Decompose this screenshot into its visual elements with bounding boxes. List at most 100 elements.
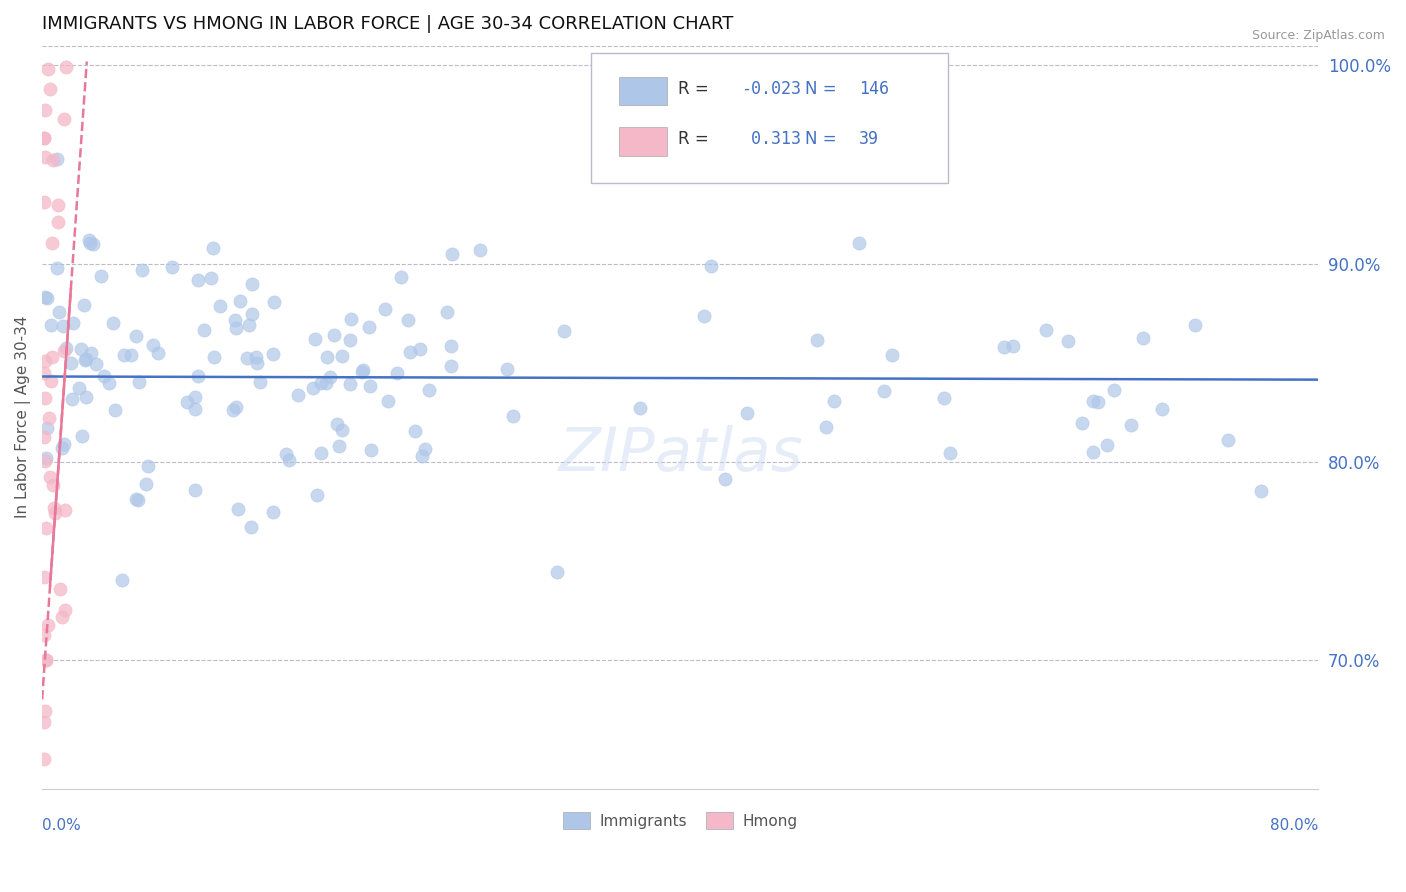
Point xyxy=(735,406,758,420)
Point xyxy=(46,198,69,212)
Point xyxy=(38,82,60,96)
Point xyxy=(184,390,207,404)
Point xyxy=(51,610,73,624)
Point xyxy=(32,752,55,766)
FancyBboxPatch shape xyxy=(619,128,668,155)
Point xyxy=(120,348,142,362)
Text: 39: 39 xyxy=(859,130,879,148)
Point xyxy=(37,618,59,632)
Point xyxy=(242,277,264,292)
Point xyxy=(304,332,326,346)
Text: R =: R = xyxy=(678,79,709,98)
Point xyxy=(377,394,399,409)
Point xyxy=(187,273,209,287)
Point xyxy=(440,247,463,261)
Point xyxy=(72,429,94,443)
Point xyxy=(32,131,55,145)
Point xyxy=(148,346,170,360)
Point xyxy=(700,260,723,274)
Point xyxy=(330,349,353,363)
Point xyxy=(37,62,59,77)
Point xyxy=(79,235,101,250)
Point xyxy=(200,271,222,285)
Point xyxy=(184,401,207,416)
Point xyxy=(714,472,737,486)
Point xyxy=(360,442,382,457)
Point xyxy=(374,301,396,316)
Point xyxy=(287,388,309,402)
Point xyxy=(97,376,120,390)
Point xyxy=(240,307,263,321)
Point xyxy=(418,383,440,397)
Point xyxy=(34,150,56,164)
Y-axis label: In Labor Force | Age 30-34: In Labor Force | Age 30-34 xyxy=(15,316,31,518)
Point xyxy=(34,704,56,718)
Point xyxy=(339,376,361,391)
Point xyxy=(41,478,63,492)
Point xyxy=(408,342,430,356)
Point xyxy=(34,290,56,304)
Point xyxy=(34,715,56,730)
Point xyxy=(301,381,323,395)
Point xyxy=(86,357,108,371)
Point xyxy=(350,364,373,378)
Point xyxy=(104,402,127,417)
Legend: Immigrants, Hmong: Immigrants, Hmong xyxy=(555,805,806,837)
Text: 0.0%: 0.0% xyxy=(42,818,82,833)
Point xyxy=(34,353,56,368)
Point xyxy=(1071,416,1094,430)
Point xyxy=(938,446,960,460)
Point xyxy=(399,345,422,359)
Point xyxy=(202,351,225,365)
Point xyxy=(38,470,60,484)
Point xyxy=(131,263,153,277)
Text: N =: N = xyxy=(806,79,837,98)
Point xyxy=(326,417,349,431)
Point xyxy=(277,453,299,467)
Point xyxy=(55,342,77,356)
Point xyxy=(228,293,250,308)
Point xyxy=(79,234,101,248)
Point xyxy=(387,366,409,380)
Point xyxy=(142,338,165,352)
Point xyxy=(339,333,361,347)
Point xyxy=(52,437,75,451)
Point xyxy=(32,366,55,380)
Point xyxy=(51,442,73,456)
Point xyxy=(1250,484,1272,499)
Point xyxy=(53,603,76,617)
Point xyxy=(225,400,247,414)
Point xyxy=(69,342,91,356)
Text: IMMIGRANTS VS HMONG IN LABOR FORCE | AGE 30-34 CORRELATION CHART: IMMIGRANTS VS HMONG IN LABOR FORCE | AGE… xyxy=(42,15,734,33)
Point xyxy=(32,194,55,209)
Text: -0.023: -0.023 xyxy=(741,79,801,98)
Point xyxy=(352,363,374,377)
Text: N =: N = xyxy=(806,130,837,148)
Point xyxy=(1184,318,1206,333)
Point xyxy=(55,61,77,75)
Point xyxy=(60,356,83,370)
Point xyxy=(34,454,56,468)
Point xyxy=(52,112,75,126)
Point xyxy=(162,260,184,275)
Text: ZIPatlas: ZIPatlas xyxy=(558,425,803,483)
Point xyxy=(53,503,76,517)
Point xyxy=(35,653,58,667)
Point xyxy=(848,236,870,251)
Point xyxy=(1132,331,1154,345)
Point xyxy=(502,409,524,424)
Point xyxy=(90,269,112,284)
Point xyxy=(32,430,55,444)
Point xyxy=(413,442,436,457)
Point xyxy=(75,390,97,404)
Point xyxy=(693,309,716,323)
Point xyxy=(814,420,837,434)
Point xyxy=(127,492,149,507)
Point xyxy=(553,324,575,338)
Point xyxy=(932,392,955,406)
Point xyxy=(396,313,419,327)
Point xyxy=(42,500,65,515)
Point xyxy=(882,348,904,362)
Point xyxy=(136,458,159,473)
Point xyxy=(1216,433,1239,447)
